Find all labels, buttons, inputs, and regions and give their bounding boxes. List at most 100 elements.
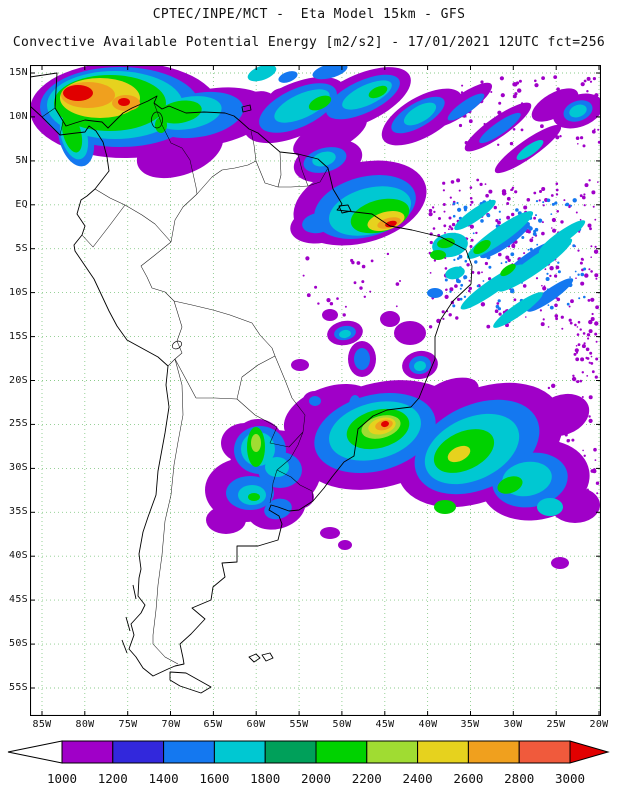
cape-contour-blob <box>569 104 587 118</box>
cape-speckle <box>574 348 579 353</box>
cape-speckle <box>449 290 452 293</box>
cape-speckle <box>305 256 310 261</box>
cape-speckle <box>575 345 578 347</box>
cape-speckle <box>538 218 543 223</box>
cape-contour-blob <box>434 500 456 514</box>
cape-contour-blob <box>309 396 321 406</box>
cape-speckle <box>579 194 583 198</box>
lon-label: 35W <box>460 719 480 730</box>
colorbar-tick-label: 2000 <box>301 771 331 786</box>
cape-contour-blob <box>354 348 370 370</box>
cape-speckle <box>479 182 483 186</box>
cape-speckle <box>595 481 600 485</box>
cape-speckle <box>532 232 537 236</box>
cape-speckle <box>450 227 454 231</box>
cape-speckle <box>583 204 586 207</box>
cape-speckle <box>428 212 433 217</box>
cape-contour-blob <box>534 393 590 437</box>
cape-speckle <box>550 213 553 216</box>
cape-speckle <box>577 273 580 276</box>
cape-speckle <box>591 312 594 316</box>
cape-speckle <box>570 322 572 325</box>
cape-speckle <box>572 244 576 248</box>
cape-speckle <box>501 189 507 194</box>
lon-label: 30W <box>503 719 523 730</box>
colorbar-segment <box>315 740 368 764</box>
cape-contour-blob <box>380 311 400 327</box>
cape-speckle <box>551 217 557 223</box>
cape-speckle <box>557 261 560 264</box>
lon-label: 70W <box>161 719 181 730</box>
cape-speckle <box>514 92 518 96</box>
cape-speckle <box>594 375 598 379</box>
cape-speckle <box>540 322 545 327</box>
cape-speckle <box>570 299 574 304</box>
cape-speckle <box>484 183 487 185</box>
cape-speckle <box>511 212 515 217</box>
cape-speckle <box>444 278 448 282</box>
cape-speckle <box>590 256 592 258</box>
cape-speckle <box>597 181 599 183</box>
cape-speckle <box>499 218 501 221</box>
cape-speckle <box>457 207 462 212</box>
colorbar-under-arrow <box>7 740 63 764</box>
lat-label: 10S <box>9 287 28 298</box>
cape-speckle <box>450 180 455 184</box>
cape-speckle <box>549 266 554 271</box>
cape-speckle <box>560 315 564 319</box>
cape-speckle <box>544 268 547 271</box>
lon-label: 80W <box>75 719 95 730</box>
cape-speckle <box>579 261 583 265</box>
cape-speckle <box>454 284 458 288</box>
cape-contour-blob <box>264 498 292 520</box>
cape-speckle <box>575 277 577 279</box>
cape-speckle <box>596 492 599 495</box>
cape-speckle <box>588 179 591 182</box>
cape-speckle <box>510 252 515 257</box>
cape-speckle <box>395 282 400 286</box>
cape-speckle <box>470 238 474 242</box>
cape-speckle <box>496 302 500 305</box>
cape-speckle <box>482 280 485 282</box>
cape-speckle <box>429 272 432 274</box>
map-frame-border <box>30 65 601 716</box>
cape-speckle <box>574 323 577 327</box>
cape-speckle <box>582 449 584 452</box>
cape-speckle <box>472 271 475 274</box>
cape-contour-blob <box>312 65 348 80</box>
cape-speckle <box>458 254 463 259</box>
cape-contour-blob <box>427 288 443 298</box>
cape-speckle <box>356 261 361 265</box>
colorbar-tick-label: 2200 <box>352 771 382 786</box>
cape-speckle <box>590 245 593 248</box>
cape-speckle <box>587 337 590 340</box>
cape-speckle <box>511 244 516 249</box>
cape-speckle <box>574 270 577 273</box>
cape-speckle <box>456 178 461 183</box>
cape-speckle <box>580 82 585 87</box>
cape-speckle <box>361 280 365 284</box>
cape-speckle <box>490 91 493 93</box>
cape-speckle <box>525 316 527 318</box>
cape-speckle <box>533 216 536 220</box>
cape-speckle <box>442 189 445 192</box>
cape-speckle <box>595 305 599 310</box>
cape-speckle <box>314 285 318 289</box>
cape-speckle <box>541 284 543 287</box>
cape-speckle <box>563 199 566 202</box>
cape-contour-blob <box>445 266 465 280</box>
cape-speckle <box>571 376 577 382</box>
colorbar-tick-label: 3000 <box>555 771 585 786</box>
cape-speckle <box>512 94 517 99</box>
cape-contour-blob <box>454 199 496 231</box>
lon-label: 55W <box>289 719 309 730</box>
cape-speckle <box>498 252 502 257</box>
cape-speckle <box>498 312 502 316</box>
cape-speckle <box>536 243 539 246</box>
cape-speckle <box>583 454 586 457</box>
cape-contour-blob <box>385 220 397 228</box>
cape-speckle <box>542 204 545 207</box>
cape-speckle <box>572 374 575 377</box>
cape-speckle <box>556 87 560 91</box>
cape-speckle <box>468 286 472 291</box>
